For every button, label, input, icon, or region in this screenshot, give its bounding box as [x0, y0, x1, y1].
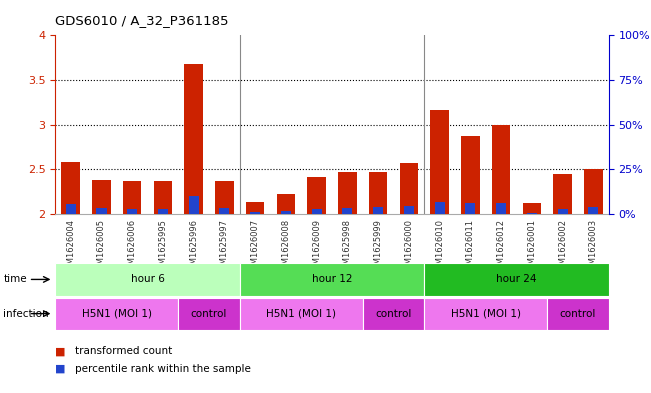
Text: hour 12: hour 12 — [312, 274, 352, 285]
Bar — [492, 125, 510, 214]
Bar — [312, 209, 322, 214]
Bar — [461, 136, 480, 214]
Bar — [547, 298, 609, 330]
Bar — [523, 204, 541, 214]
Bar — [240, 263, 424, 296]
Bar — [215, 181, 234, 214]
Bar — [92, 180, 111, 214]
Bar — [434, 202, 445, 214]
Text: control: control — [191, 309, 227, 319]
Bar — [430, 110, 449, 214]
Bar — [66, 204, 76, 214]
Text: H5N1 (MOI 1): H5N1 (MOI 1) — [266, 309, 337, 319]
Bar — [55, 298, 178, 330]
Bar — [404, 206, 414, 214]
Bar — [400, 163, 418, 214]
Text: H5N1 (MOI 1): H5N1 (MOI 1) — [450, 309, 521, 319]
Bar — [527, 213, 537, 214]
Bar — [589, 208, 598, 214]
Bar — [557, 209, 568, 214]
Bar — [178, 298, 240, 330]
Bar — [123, 181, 141, 214]
Bar — [307, 176, 326, 214]
Text: infection: infection — [3, 309, 49, 319]
Bar — [424, 263, 609, 296]
Bar — [96, 208, 107, 214]
Text: ■: ■ — [55, 364, 66, 374]
Text: ■: ■ — [55, 346, 66, 356]
Bar — [363, 298, 424, 330]
Bar — [127, 209, 137, 214]
Bar — [465, 203, 475, 214]
Bar — [184, 64, 203, 214]
Text: time: time — [3, 274, 27, 285]
Bar — [61, 162, 80, 214]
Bar — [55, 263, 240, 296]
Text: transformed count: transformed count — [75, 346, 172, 356]
Bar — [342, 208, 352, 214]
Bar — [189, 196, 199, 214]
Bar — [246, 202, 264, 214]
Bar — [369, 172, 387, 214]
Bar — [496, 204, 506, 214]
Bar — [158, 209, 168, 214]
Text: hour 24: hour 24 — [496, 274, 536, 285]
Text: control: control — [376, 309, 411, 319]
Bar — [424, 298, 547, 330]
Bar — [584, 169, 603, 214]
Bar — [277, 194, 295, 214]
Bar — [219, 208, 230, 214]
Text: hour 6: hour 6 — [131, 274, 165, 285]
Text: GDS6010 / A_32_P361185: GDS6010 / A_32_P361185 — [55, 14, 229, 27]
Text: H5N1 (MOI 1): H5N1 (MOI 1) — [82, 309, 152, 319]
Bar — [281, 211, 291, 214]
Bar — [250, 213, 260, 214]
Bar — [373, 207, 383, 214]
Bar — [240, 298, 363, 330]
Text: control: control — [560, 309, 596, 319]
Text: percentile rank within the sample: percentile rank within the sample — [75, 364, 251, 374]
Bar — [154, 181, 172, 214]
Bar — [338, 172, 357, 214]
Bar — [553, 174, 572, 214]
